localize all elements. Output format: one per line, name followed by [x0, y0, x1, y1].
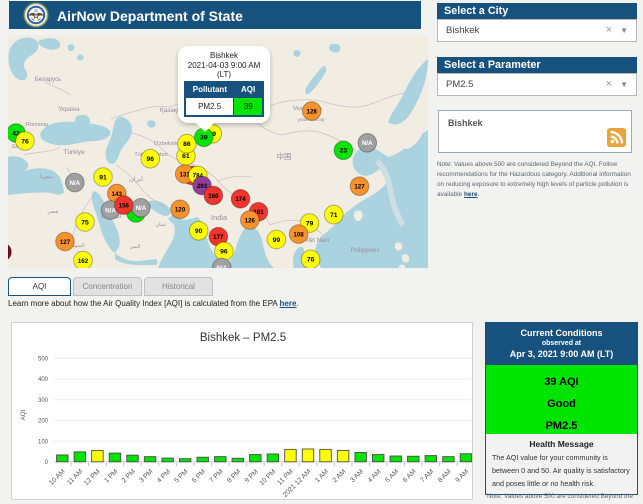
svg-text:N/A: N/A [69, 180, 80, 187]
svg-text:7 PM: 7 PM [208, 468, 224, 484]
svg-text:مصر: مصر [47, 209, 59, 215]
svg-text:0: 0 [45, 460, 49, 466]
svg-text:9 AM: 9 AM [454, 468, 470, 484]
svg-text:5 PM: 5 PM [173, 468, 189, 484]
svg-text:6 PM: 6 PM [191, 468, 207, 484]
svg-text:4 AM: 4 AM [367, 468, 383, 484]
svg-text:400: 400 [38, 377, 49, 383]
svg-text:N/A: N/A [105, 207, 116, 214]
svg-text:127: 127 [60, 239, 71, 246]
svg-text:162: 162 [78, 258, 89, 265]
svg-text:1 PM: 1 PM [103, 468, 119, 484]
svg-text:120: 120 [175, 207, 186, 214]
svg-text:N/A: N/A [136, 205, 147, 212]
svg-text:161: 161 [253, 209, 264, 216]
svg-text:3 PM: 3 PM [138, 468, 154, 484]
svg-text:12 PM: 12 PM [83, 468, 102, 487]
svg-text:Беларусь: Беларусь [35, 77, 61, 83]
svg-text:174: 174 [235, 196, 246, 203]
svg-text:8 AM: 8 AM [437, 468, 453, 484]
svg-text:96: 96 [220, 249, 228, 256]
svg-text:Romania: Romania [26, 122, 49, 128]
svg-text:99: 99 [273, 237, 281, 244]
svg-text:سوريا: سوريا [40, 174, 52, 180]
svg-text:300: 300 [38, 398, 49, 404]
svg-text:143: 143 [112, 191, 123, 198]
svg-text:عمان: عمان [155, 222, 166, 228]
svg-text:39: 39 [200, 135, 208, 142]
svg-text:156: 156 [119, 202, 130, 209]
svg-text:7 AM: 7 AM [419, 468, 435, 484]
svg-text:126: 126 [245, 217, 256, 224]
svg-text:1 AM: 1 AM [314, 468, 330, 484]
svg-text:79: 79 [306, 220, 314, 227]
svg-text:131: 131 [180, 171, 191, 178]
svg-text:76: 76 [307, 257, 315, 264]
svg-text:108: 108 [293, 231, 304, 238]
svg-text:10 PM: 10 PM [258, 468, 277, 487]
svg-text:India: India [211, 213, 228, 222]
svg-text:100: 100 [38, 439, 49, 445]
svg-text:Việt Nam: Việt Nam [305, 238, 330, 244]
svg-text:Bishkek – PM2.5: Bishkek – PM2.5 [200, 332, 286, 344]
svg-text:اليمن: اليمن [129, 244, 140, 250]
svg-text:8 PM: 8 PM [226, 468, 242, 484]
svg-text:Қазақстан: Қазақстан [160, 107, 191, 114]
svg-text:784: 784 [193, 173, 204, 180]
svg-text:90: 90 [195, 228, 203, 235]
svg-text:61: 61 [182, 153, 190, 160]
svg-text:10 AM: 10 AM [48, 468, 67, 487]
svg-text:500: 500 [38, 357, 49, 363]
svg-text:293: 293 [197, 183, 208, 190]
svg-text:5 AM: 5 AM [384, 468, 400, 484]
svg-text:71: 71 [330, 212, 338, 219]
svg-text:6 AM: 6 AM [402, 468, 418, 484]
svg-text:中国: 中国 [277, 151, 292, 161]
svg-text:Türkiye: Türkiye [63, 149, 85, 156]
svg-text:ايران: ايران [129, 175, 143, 183]
svg-text:86: 86 [183, 141, 191, 148]
svg-text:3 AM: 3 AM [349, 468, 365, 484]
svg-text:N/A: N/A [216, 265, 227, 268]
svg-text:42: 42 [12, 130, 20, 137]
svg-text:96: 96 [147, 156, 155, 163]
svg-text:75: 75 [81, 219, 89, 226]
svg-text:11 AM: 11 AM [66, 468, 84, 486]
svg-text:Philippines: Philippines [350, 248, 379, 254]
svg-text:160: 160 [208, 193, 219, 200]
svg-text:N/A: N/A [362, 140, 373, 147]
svg-text:91: 91 [99, 174, 107, 181]
svg-text:2 PM: 2 PM [121, 468, 137, 484]
svg-text:2 AM: 2 AM [332, 468, 348, 484]
svg-text:O'zbekiston: O'zbekiston [154, 141, 183, 147]
svg-text:76: 76 [21, 138, 29, 145]
svg-text:السودان: السودان [67, 243, 84, 249]
svg-text:177: 177 [213, 234, 224, 241]
svg-text:200: 200 [38, 419, 49, 425]
svg-text:23: 23 [340, 148, 348, 155]
svg-text:127: 127 [354, 184, 365, 191]
svg-text:128: 128 [307, 108, 318, 115]
svg-text:4 PM: 4 PM [156, 468, 172, 484]
svg-text:AQI: AQI [20, 409, 27, 420]
svg-text:Україна: Україна [58, 107, 80, 113]
